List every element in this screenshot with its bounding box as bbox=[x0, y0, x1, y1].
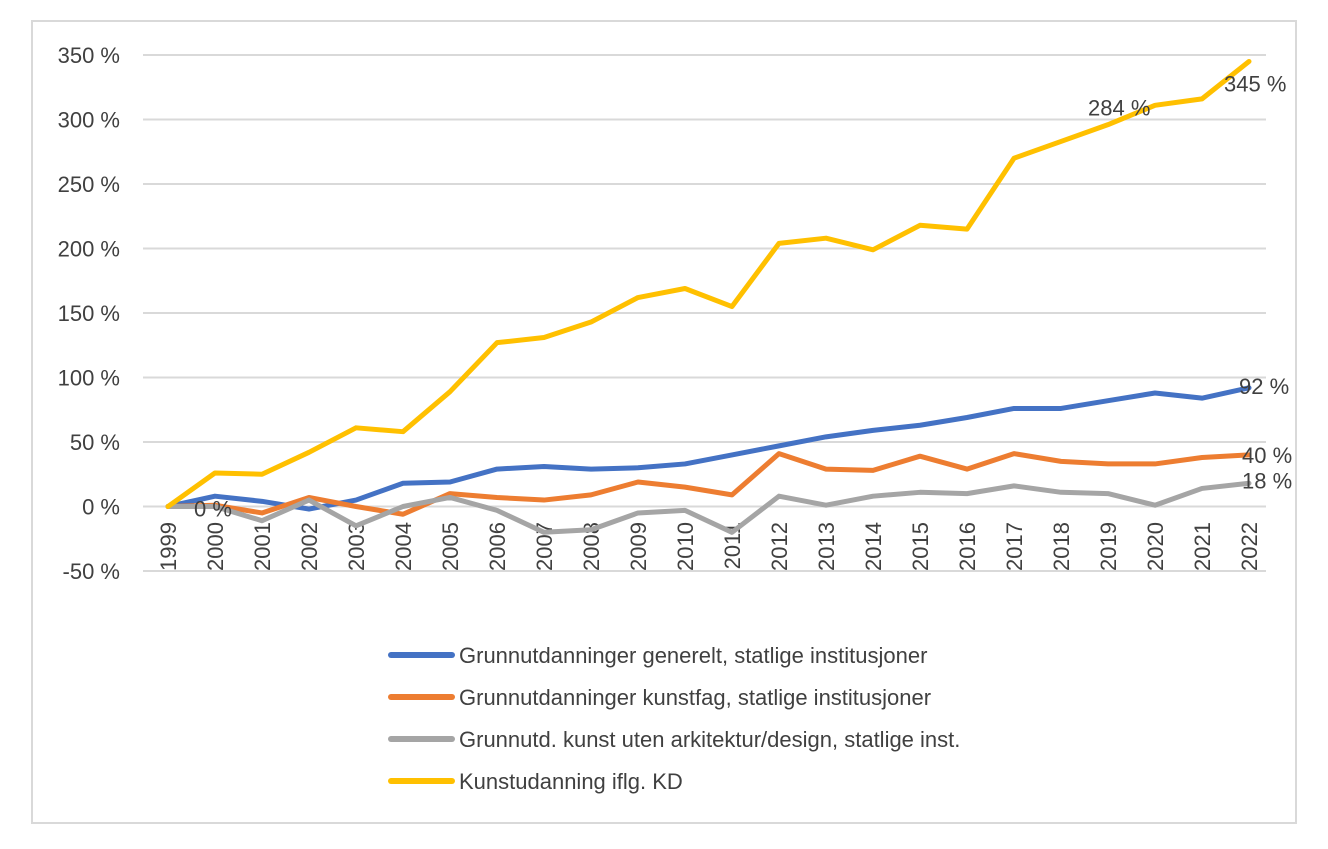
x-tick-label: 2010 bbox=[673, 522, 698, 571]
series-line-1 bbox=[165, 385, 1252, 512]
x-tick-label: 2012 bbox=[767, 522, 792, 571]
x-tick-label: 2003 bbox=[344, 522, 369, 571]
y-tick-label: 350 % bbox=[58, 43, 120, 68]
legend-label-3: Grunnutd. kunst uten arkitektur/design, … bbox=[459, 727, 960, 752]
x-tick-label: 2001 bbox=[250, 522, 275, 571]
data-label: 0 % bbox=[194, 497, 232, 522]
x-tick-label: 2020 bbox=[1143, 522, 1168, 571]
chart-frame bbox=[31, 20, 1297, 824]
x-tick-label: 2005 bbox=[438, 522, 463, 571]
y-tick-label: 50 % bbox=[70, 430, 120, 455]
x-tick-label: 2002 bbox=[297, 522, 322, 571]
y-tick-label: 150 % bbox=[58, 301, 120, 326]
x-tick-label: 2022 bbox=[1237, 522, 1262, 571]
y-tick-label: -50 % bbox=[63, 559, 120, 584]
y-tick-label: 100 % bbox=[58, 366, 120, 391]
x-tick-label: 2019 bbox=[1096, 522, 1121, 571]
x-tick-label: 2013 bbox=[814, 522, 839, 571]
y-tick-label: 200 % bbox=[58, 237, 120, 262]
data-label: 284 % bbox=[1088, 96, 1150, 121]
legend-label-4: Kunstudanning iflg. KD bbox=[459, 769, 683, 794]
x-tick-label: 2021 bbox=[1190, 522, 1215, 571]
x-tick-label: 2006 bbox=[485, 522, 510, 571]
data-label: 92 % bbox=[1239, 374, 1289, 399]
data-label: 345 % bbox=[1224, 71, 1286, 96]
legend-label-2: Grunnutdanninger kunstfag, statlige inst… bbox=[459, 685, 931, 710]
series-line-2 bbox=[165, 451, 1252, 517]
x-tick-label: 1999 bbox=[156, 522, 181, 571]
series-line-3 bbox=[165, 480, 1252, 535]
series-line-4 bbox=[165, 58, 1252, 509]
legend-label-1: Grunnutdanninger generelt, statlige inst… bbox=[459, 643, 927, 668]
x-tick-label: 2018 bbox=[1049, 522, 1074, 571]
data-label: 18 % bbox=[1242, 468, 1292, 493]
x-tick-label: 2009 bbox=[626, 522, 651, 571]
y-tick-label: 250 % bbox=[58, 172, 120, 197]
x-tick-label: 2015 bbox=[908, 522, 933, 571]
data-label: 40 % bbox=[1242, 443, 1292, 468]
y-tick-label: 300 % bbox=[58, 108, 120, 133]
x-tick-label: 2017 bbox=[1002, 522, 1027, 571]
x-tick-label: 2004 bbox=[391, 522, 416, 571]
x-tick-label: 2016 bbox=[955, 522, 980, 571]
y-tick-label: 0 % bbox=[82, 495, 120, 520]
x-tick-label: 2014 bbox=[861, 522, 886, 571]
x-tick-label: 2000 bbox=[203, 522, 228, 571]
